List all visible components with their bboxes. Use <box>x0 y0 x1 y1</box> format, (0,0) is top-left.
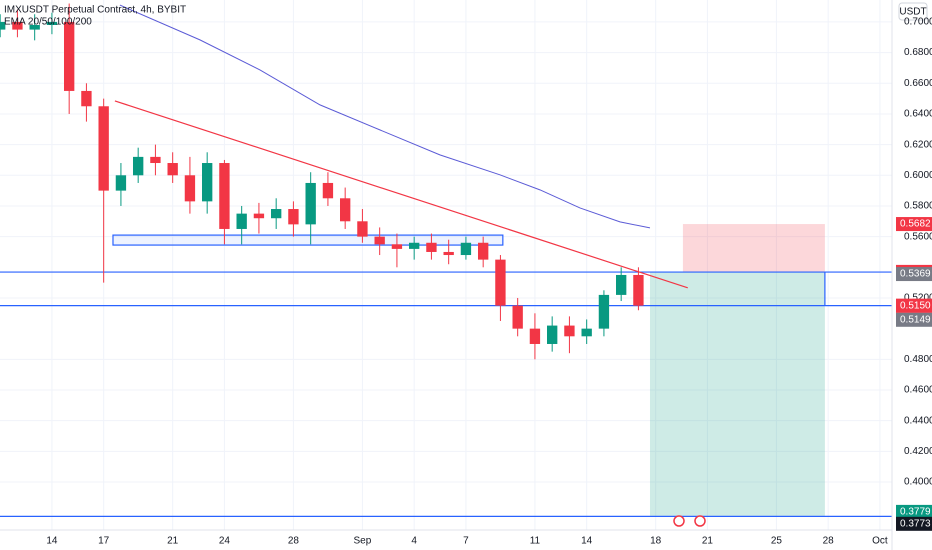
price-tag <box>896 516 932 531</box>
candle-body <box>374 236 385 245</box>
candle-body <box>322 182 334 199</box>
price-tag-label: 0.3779 <box>900 507 931 518</box>
candle-body <box>512 305 523 329</box>
price-tag <box>896 312 932 327</box>
candle-body <box>460 242 472 256</box>
range-box <box>112 234 504 246</box>
y-tick-label: 0.4600 <box>904 385 932 396</box>
candle-body <box>305 182 316 225</box>
target-zone <box>649 271 825 516</box>
candle-body <box>633 274 644 306</box>
x-tick-label: 21 <box>167 536 179 547</box>
currency-button[interactable] <box>898 2 928 21</box>
x-tick-label: 28 <box>823 536 835 547</box>
candle-body <box>598 294 610 329</box>
candle-body <box>495 259 506 306</box>
y-tick-label: 0.5600 <box>904 231 932 242</box>
candle-body <box>150 156 161 164</box>
candle-body <box>12 21 23 30</box>
price-tag-label: 0.5369 <box>900 269 931 280</box>
candle-body <box>236 213 247 229</box>
price-tag <box>896 504 932 519</box>
x-tick-label: Sep <box>354 536 372 547</box>
price-tag-label: 0.5682 <box>900 219 931 230</box>
candle-body <box>391 244 403 249</box>
candle-body <box>63 21 75 91</box>
price-tag-label: 0.5149 <box>900 314 931 325</box>
y-tick-label: 0.4200 <box>904 446 932 457</box>
candle-body <box>0 21 6 30</box>
price-tag <box>896 267 932 282</box>
candle-body <box>29 24 40 30</box>
candle-body <box>564 325 575 337</box>
candle-body <box>615 274 627 295</box>
x-tick-label: 17 <box>98 536 110 547</box>
candle-body <box>184 175 196 202</box>
y-tick-label: 0.6200 <box>904 139 932 150</box>
price-tag-label: 0.5150 <box>900 300 931 311</box>
candle-body <box>408 242 420 249</box>
candle-body <box>270 209 282 219</box>
candle-body <box>357 221 368 237</box>
event-icon[interactable] <box>694 515 706 527</box>
plot-area <box>0 0 892 530</box>
y-tick-label: 0.5800 <box>904 201 932 212</box>
candle-body <box>426 242 437 252</box>
x-tick-label: 21 <box>702 536 714 547</box>
x-tick-label: 4 <box>411 536 417 547</box>
y-tick-label: 0.6800 <box>904 47 932 58</box>
x-tick-label: 14 <box>581 536 593 547</box>
candle-body <box>288 209 299 225</box>
trendline <box>114 100 688 289</box>
candle-body <box>529 328 541 344</box>
y-tick-label: 0.6400 <box>904 109 932 120</box>
candle-body <box>132 156 144 176</box>
stop-zone <box>682 224 825 272</box>
candle-body <box>46 21 58 25</box>
candle-body <box>581 328 592 337</box>
y-tick-label: 0.4400 <box>904 415 932 426</box>
candle-body <box>339 198 351 222</box>
candle-body <box>219 163 230 229</box>
price-tag <box>896 217 932 232</box>
event-icons <box>673 515 706 527</box>
indicator-label: EMA 20/50/100/200 <box>4 17 92 28</box>
y-tick-label: 0.6000 <box>904 170 932 181</box>
x-tick-label: 7 <box>463 536 469 547</box>
x-tick-label: Oct <box>872 536 888 547</box>
currency-label[interactable]: USDT <box>899 7 926 18</box>
y-tick-label: 0.7000 <box>904 17 932 28</box>
chart-title: IMXUSDT Perpetual Contract, 4h, BYBIT <box>4 5 186 16</box>
x-tick-label: 28 <box>288 536 300 547</box>
ema-line <box>119 4 651 229</box>
candle-body <box>201 163 213 202</box>
x-tick-label: 25 <box>771 536 783 547</box>
candle-body <box>443 251 454 256</box>
y-tick-label: 0.4800 <box>904 354 932 365</box>
candle-body <box>253 213 265 219</box>
x-tick-label: 18 <box>650 536 662 547</box>
candle-body <box>546 325 558 344</box>
price-tag-label: 0.3773 <box>900 518 931 529</box>
candle-body <box>115 175 127 191</box>
x-tick-label: 11 <box>530 536 541 547</box>
price-tag <box>896 298 932 313</box>
candle-body <box>81 90 92 107</box>
x-tick-label: 24 <box>219 536 231 547</box>
candle-body <box>98 106 109 191</box>
y-tick-label: 0.4000 <box>904 477 932 488</box>
candle-body <box>477 242 489 260</box>
y-tick-label: 0.6600 <box>904 78 932 89</box>
y-tick-label: 0.5200 <box>904 293 932 304</box>
candle-body <box>167 163 178 176</box>
event-icon[interactable] <box>673 515 685 527</box>
x-tick-label: 14 <box>46 536 58 547</box>
